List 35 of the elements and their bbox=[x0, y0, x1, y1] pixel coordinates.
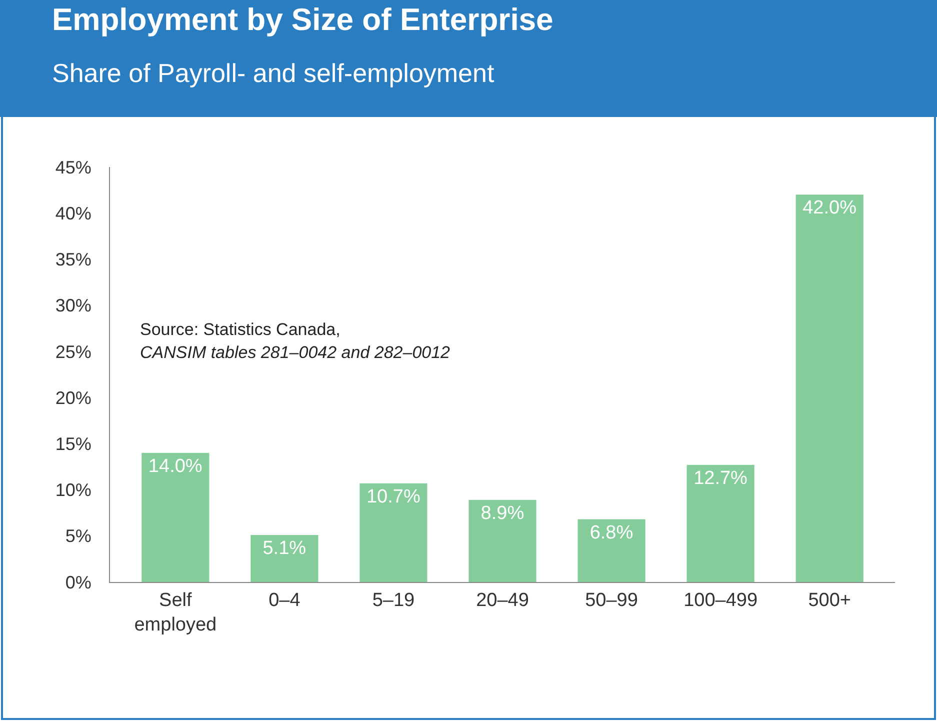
annotation: CANSIM tables 281–0042 and 282–0012 bbox=[140, 343, 451, 362]
bar bbox=[468, 500, 536, 582]
annotation: Source: Statistics Canada, bbox=[140, 320, 340, 339]
y-tick-label: 25% bbox=[55, 342, 92, 362]
x-tick-label: 20–49 bbox=[476, 590, 529, 611]
data-label: 42.0% bbox=[802, 198, 857, 219]
y-tick-label: 35% bbox=[55, 250, 92, 270]
y-tick-label: 30% bbox=[55, 296, 92, 316]
y-tick-label: 20% bbox=[55, 388, 92, 408]
bar bbox=[142, 452, 210, 582]
y-tick-label: 45% bbox=[55, 157, 92, 178]
y-tick-label: 10% bbox=[55, 480, 92, 500]
x-tick-label: Self employed bbox=[134, 590, 217, 636]
x-tick-label: 50–99 bbox=[585, 590, 638, 611]
data-label: 14.0% bbox=[148, 456, 202, 477]
x-tick-label: 100–499 bbox=[684, 590, 758, 611]
x-tick-label: 0–4 bbox=[268, 590, 301, 611]
x-tick-label: 5–19 bbox=[372, 590, 415, 611]
y-tick-label: 40% bbox=[55, 203, 92, 224]
data-label: 8.9% bbox=[480, 502, 524, 524]
data-label: 10.7% bbox=[366, 486, 420, 508]
data-label: 6.8% bbox=[590, 522, 634, 544]
bar bbox=[686, 464, 754, 582]
bar bbox=[578, 519, 646, 582]
bar bbox=[796, 194, 864, 582]
chart-subtitle: Share of Payroll- and self-employment bbox=[52, 58, 495, 88]
y-tick-label: 0% bbox=[65, 572, 92, 592]
x-tick-label: 500+ bbox=[808, 590, 851, 611]
bar bbox=[360, 483, 428, 582]
y-tick-label: 15% bbox=[55, 434, 92, 454]
y-tick-label: 5% bbox=[65, 526, 92, 546]
bar bbox=[250, 534, 318, 582]
chart-title: Employment by Size of Enterprise bbox=[52, 2, 554, 37]
data-label: 5.1% bbox=[262, 538, 306, 559]
data-label: 12.7% bbox=[694, 468, 748, 489]
